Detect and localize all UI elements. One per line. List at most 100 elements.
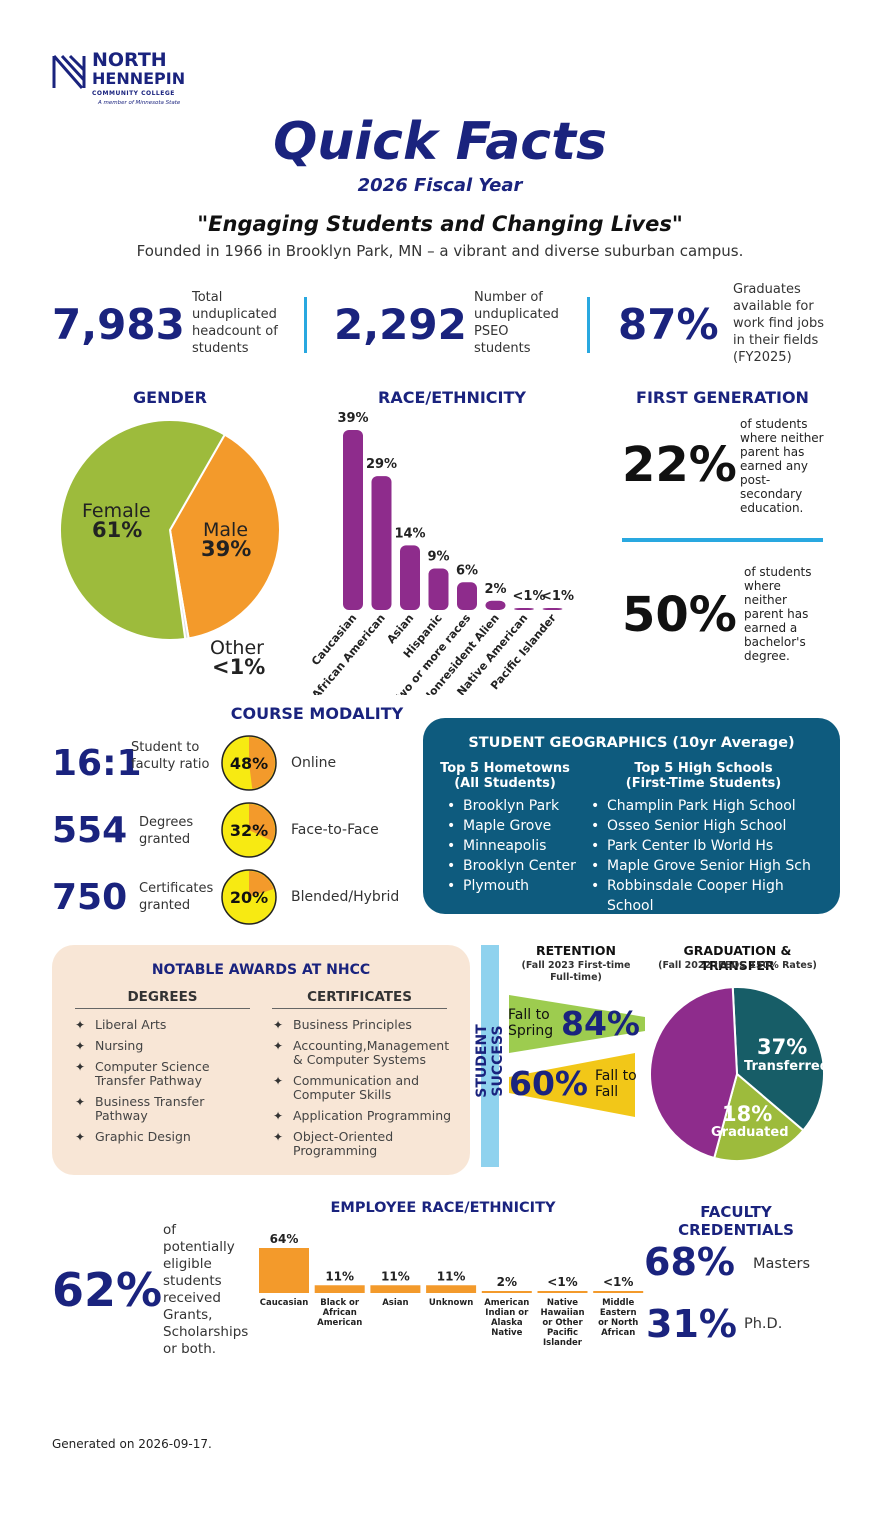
certificates-rule: [272, 1008, 447, 1009]
firstgen-divider: [622, 538, 823, 542]
firstgen-any-value: 22%: [622, 437, 737, 493]
race-data-label: 9%: [427, 549, 449, 564]
success-label: STUDENT SUCCESS: [474, 1024, 506, 1098]
race-bar: [428, 568, 449, 610]
employee-data-label: <1%: [547, 1275, 577, 1289]
employee-category-label: Native Hawaiian or Other Pacific Islander: [540, 1298, 584, 1348]
degrees-value: 554: [52, 810, 128, 851]
headcount-value: 7,983: [52, 300, 185, 349]
page-title: Quick Facts: [273, 112, 607, 172]
page-subtitle: 2026 Fiscal Year: [357, 175, 523, 196]
awards-title: NOTABLE AWARDS AT NHCC: [151, 962, 371, 978]
employee-data-label: 11%: [325, 1269, 354, 1283]
fall-fall-pct: 60%: [509, 1064, 588, 1103]
hybrid-circle: 20%: [221, 869, 277, 929]
employee-bar: [426, 1285, 477, 1293]
list-item: Business Transfer Pathway: [75, 1095, 255, 1123]
female-pct: 61%: [92, 518, 143, 542]
list-item: Object-Oriented Programming: [273, 1130, 453, 1158]
pie-share: [249, 871, 274, 897]
employee-bar: [481, 1291, 532, 1293]
degrees-rule: [75, 1008, 250, 1009]
degrees-heading: DEGREES: [127, 989, 198, 1005]
employee-title: EMPLOYEE RACE/ETHNICITY: [330, 1200, 556, 1216]
aid-label: of potentially eligible students receive…: [163, 1222, 249, 1357]
hometowns-title: Top 5 Hometowns (All Students): [440, 761, 570, 791]
female-label: Female: [82, 500, 151, 522]
geographics-title: STUDENT GEOGRAPHICS (10yr Average): [468, 735, 795, 751]
other-label: Other: [210, 637, 264, 659]
hybrid-label: Blended/Hybrid: [291, 889, 400, 905]
employee-category-label: Caucasian: [260, 1298, 309, 1308]
hometowns-list: Brooklyn Park Maple Grove Minneapolis Br…: [445, 796, 595, 896]
generated-date: Generated on 2026-09-17.: [52, 1437, 212, 1451]
race-data-label: 39%: [337, 411, 368, 426]
list-item: Maple Grove Senior High Sch: [589, 856, 834, 876]
employee-bar: [593, 1291, 644, 1293]
list-item: Graphic Design: [75, 1130, 255, 1145]
employee-bar: [370, 1285, 421, 1293]
male-label: Male: [203, 519, 249, 541]
transferred-pct: 37%: [757, 1035, 808, 1059]
pseo-label: Number of unduplicated PSEO students: [474, 290, 559, 356]
fall-fall-label: Fall to Fall: [595, 1068, 637, 1100]
employee-data-label: <1%: [603, 1275, 633, 1289]
other-pct: <1%: [212, 655, 266, 679]
stat-divider: [587, 297, 590, 353]
logo-line3: COMMUNITY COLLEGE: [92, 90, 175, 97]
list-item: Robbinsdale Cooper High School: [589, 876, 834, 916]
motto: "Engaging Students and Changing Lives": [197, 212, 683, 236]
success-band: [481, 945, 499, 1167]
list-item: Minneapolis: [445, 836, 595, 856]
pseo-value: 2,292: [334, 300, 467, 349]
fall-spring-pct: 84%: [561, 1004, 640, 1043]
firstgen-title: FIRST GENERATION: [636, 388, 809, 407]
male-pct: 39%: [201, 537, 252, 561]
grad-sub: (Fall 2022 IPEDS 150% Rates): [658, 960, 817, 971]
logo-line1: NORTH: [92, 49, 167, 71]
race-data-label: <1%: [541, 589, 574, 604]
hybrid-pct: 20%: [229, 887, 269, 907]
jobs-value: 87%: [618, 300, 719, 349]
retention-sub: (Fall 2023 First-time Full-time): [521, 960, 631, 983]
phd-value: 31%: [646, 1302, 737, 1346]
online-circle: 48%: [221, 735, 277, 795]
online-label: Online: [291, 755, 337, 771]
employee-bar: [259, 1248, 309, 1293]
ratio-label: Student to faculty ratio: [131, 740, 210, 772]
race-data-label: 6%: [456, 563, 478, 578]
race-title: RACE/ETHNICITY: [378, 388, 526, 407]
masters-label: Masters: [753, 1256, 811, 1272]
ratio-value: 16:1: [52, 743, 142, 784]
founded-text: Founded in 1966 in Brooklyn Park, MN – a…: [136, 242, 744, 260]
list-item: Plymouth: [445, 876, 595, 896]
race-data-label: 14%: [394, 526, 425, 541]
pie-share: [249, 737, 276, 789]
employee-bar: [314, 1285, 365, 1293]
certificates-label: Certificates granted: [139, 881, 214, 913]
phd-label: Ph.D.: [744, 1316, 783, 1332]
race-bar: [343, 430, 363, 610]
list-item: Brooklyn Park: [445, 796, 595, 816]
list-item: Communication and Computer Skills: [273, 1074, 453, 1102]
firstgen-bachelor-label: of students where neither parent has ear…: [744, 565, 812, 663]
list-item: Brooklyn Center: [445, 856, 595, 876]
aid-value: 62%: [52, 1263, 163, 1317]
employee-category-label: Black or African American: [317, 1298, 362, 1328]
pie-slice-female: [59, 419, 227, 641]
degrees-label: Degrees granted: [139, 815, 194, 847]
employee-data-label: 64%: [270, 1232, 299, 1246]
pie-share: [249, 804, 275, 842]
online-pct: 48%: [229, 753, 269, 773]
firstgen-bachelor-value: 50%: [622, 587, 737, 643]
employee-data-label: 11%: [381, 1269, 410, 1283]
hybrid-pie-icon: [221, 869, 277, 925]
grad-pie: [649, 986, 825, 1162]
race-bar: [514, 608, 534, 610]
list-item: Business Principles: [273, 1018, 453, 1033]
gender-title: GENDER: [133, 388, 207, 407]
f2f-circle: 32%: [221, 802, 277, 862]
logo: NORTH HENNEPIN COMMUNITY COLLEGE A membe…: [52, 50, 212, 115]
logo-line2: HENNEPIN: [92, 69, 186, 88]
